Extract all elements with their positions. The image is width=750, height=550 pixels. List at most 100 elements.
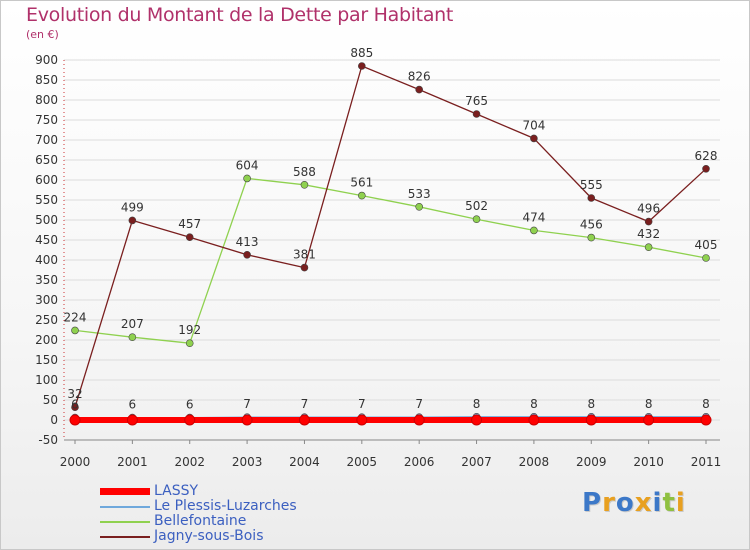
data-point-lassy bbox=[69, 414, 81, 426]
data-label-bellefontaine: 502 bbox=[465, 199, 488, 213]
logo-letter: o bbox=[615, 488, 635, 518]
y-tick-label: 650 bbox=[35, 153, 58, 167]
data-label-le-plessis-luzarches: 7 bbox=[415, 397, 423, 411]
series-line-jagny-sous-bois bbox=[74, 65, 707, 408]
data-label-bellefontaine: 474 bbox=[522, 210, 545, 224]
x-tick-label: 2002 bbox=[174, 455, 205, 469]
data-label-le-plessis-luzarches: 6 bbox=[71, 398, 79, 412]
data-label-jagny-sous-bois: 413 bbox=[236, 235, 259, 249]
y-tick-label: 0 bbox=[50, 413, 58, 427]
legend-item-lassy: LASSY bbox=[100, 483, 360, 499]
y-tick-label: 800 bbox=[35, 93, 58, 107]
y-tick-label: 850 bbox=[35, 73, 58, 87]
data-label-jagny-sous-bois: 499 bbox=[121, 200, 144, 214]
data-label-jagny-sous-bois: 32 bbox=[67, 387, 82, 401]
series-line-bellefontaine bbox=[74, 177, 707, 344]
data-label-jagny-sous-bois: 765 bbox=[465, 94, 488, 108]
data-point-jagny-sous-bois bbox=[358, 62, 366, 70]
data-label-jagny-sous-bois: 826 bbox=[408, 70, 431, 84]
logo-letter: t bbox=[662, 488, 676, 518]
data-label-bellefontaine: 405 bbox=[695, 238, 718, 252]
data-point-jagny-sous-bois bbox=[300, 263, 309, 272]
y-tick-label: 550 bbox=[35, 193, 58, 207]
legend-swatch-lassy bbox=[100, 488, 150, 495]
data-point-jagny-sous-bois bbox=[71, 403, 79, 412]
data-label-le-plessis-luzarches: 8 bbox=[530, 397, 538, 411]
y-tick-label: 100 bbox=[35, 373, 58, 387]
data-point-bellefontaine bbox=[587, 233, 596, 242]
data-label-le-plessis-luzarches: 8 bbox=[473, 397, 481, 411]
data-point-jagny-sous-bois bbox=[472, 110, 481, 118]
data-point-lassy bbox=[413, 414, 425, 426]
data-point-lassy bbox=[471, 414, 483, 426]
data-point-bellefontaine bbox=[71, 326, 79, 335]
data-point-lassy bbox=[298, 414, 310, 426]
logo-letter: i bbox=[652, 488, 663, 518]
logo-letter: i bbox=[675, 488, 686, 518]
chart-subtitle: (en €) bbox=[26, 28, 59, 41]
data-point-bellefontaine bbox=[128, 333, 137, 342]
data-point-jagny-sous-bois bbox=[243, 251, 251, 259]
data-label-le-plessis-luzarches: 7 bbox=[301, 397, 309, 411]
x-tick-label: 2009 bbox=[576, 455, 607, 469]
data-label-le-plessis-luzarches: 8 bbox=[645, 397, 653, 411]
data-point-lassy bbox=[126, 414, 138, 426]
data-label-bellefontaine: 533 bbox=[408, 187, 431, 201]
legend-label-bellefontaine: Bellefontaine bbox=[154, 513, 247, 529]
x-tick-label: 2011 bbox=[691, 455, 722, 469]
data-label-jagny-sous-bois: 555 bbox=[580, 178, 603, 192]
data-label-le-plessis-luzarches: 6 bbox=[186, 398, 194, 412]
logo-letter: P bbox=[582, 488, 603, 518]
y-tick-label: 200 bbox=[35, 333, 58, 347]
legend-swatch-jagny-sous-bois bbox=[100, 536, 150, 538]
y-tick-label: 900 bbox=[35, 53, 58, 67]
data-label-jagny-sous-bois: 704 bbox=[522, 118, 545, 132]
data-point-bellefontaine bbox=[243, 174, 251, 183]
data-point-bellefontaine bbox=[702, 254, 710, 262]
legend-item-bellefontaine: Bellefontaine bbox=[100, 513, 360, 529]
legend-label-le-plessis-luzarches: Le Plessis-Luzarches bbox=[154, 498, 297, 514]
proxiti-logo: Proxiti bbox=[582, 488, 686, 518]
data-point-lassy bbox=[241, 414, 253, 426]
legend-item-jagny-sous-bois: Jagny-sous-Bois bbox=[100, 528, 360, 544]
data-label-le-plessis-luzarches: 8 bbox=[587, 397, 595, 411]
legend-swatch-le-plessis-luzarches bbox=[100, 506, 150, 508]
data-point-jagny-sous-bois bbox=[702, 165, 710, 173]
data-point-jagny-sous-bois bbox=[128, 216, 137, 225]
data-label-jagny-sous-bois: 885 bbox=[350, 46, 373, 60]
data-label-le-plessis-luzarches: 6 bbox=[129, 398, 137, 412]
data-label-le-plessis-luzarches: 7 bbox=[243, 397, 251, 411]
data-label-bellefontaine: 604 bbox=[236, 158, 259, 172]
logo-letter: x bbox=[634, 488, 653, 518]
data-point-jagny-sous-bois bbox=[415, 85, 423, 94]
data-point-lassy bbox=[700, 414, 712, 426]
data-point-bellefontaine bbox=[530, 226, 538, 235]
x-tick-label: 2001 bbox=[117, 455, 148, 469]
y-tick-label: 600 bbox=[35, 173, 58, 187]
data-point-bellefontaine bbox=[358, 191, 366, 200]
logo-letter: r bbox=[602, 488, 616, 518]
x-tick-label: 2003 bbox=[232, 455, 263, 469]
y-tick-label: 400 bbox=[35, 253, 58, 267]
data-point-lassy bbox=[643, 414, 655, 426]
legend-item-le-plessis-luzarches: Le Plessis-Luzarches bbox=[100, 498, 360, 514]
data-point-bellefontaine bbox=[300, 181, 309, 189]
y-tick-label: -50 bbox=[38, 433, 58, 447]
x-tick-label: 2010 bbox=[633, 455, 664, 469]
data-point-jagny-sous-bois bbox=[587, 194, 596, 202]
data-point-bellefontaine bbox=[415, 203, 423, 211]
legend-label-lassy: LASSY bbox=[154, 483, 199, 499]
y-tick-label: 700 bbox=[35, 133, 58, 147]
data-label-bellefontaine: 432 bbox=[637, 227, 660, 241]
y-tick-label: 300 bbox=[35, 293, 58, 307]
data-label-le-plessis-luzarches: 8 bbox=[702, 397, 710, 411]
data-point-lassy bbox=[356, 414, 368, 426]
data-point-lassy bbox=[184, 414, 196, 426]
data-label-jagny-sous-bois: 496 bbox=[637, 202, 660, 216]
data-label-bellefontaine: 224 bbox=[64, 310, 87, 324]
data-label-bellefontaine: 207 bbox=[121, 317, 144, 331]
data-label-bellefontaine: 561 bbox=[350, 176, 373, 190]
chart-title: Evolution du Montant de la Dette par Hab… bbox=[26, 4, 454, 26]
legend: LASSY Le Plessis-Luzarches Bellefontaine… bbox=[100, 483, 360, 544]
